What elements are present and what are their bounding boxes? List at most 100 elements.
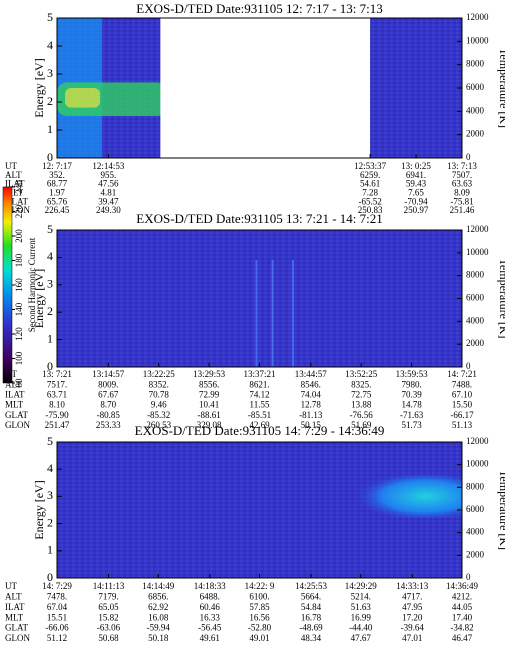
orbit-value: 8.09 <box>454 187 470 197</box>
orbit-value: 47.01 <box>402 633 422 643</box>
y2-tick-label: 4000 <box>466 315 485 325</box>
orbit-value: 5664. <box>301 591 321 601</box>
orbit-value: 63.71 <box>47 389 67 399</box>
orbit-value: -66.17 <box>450 410 474 420</box>
spectrogram-feature <box>291 260 294 367</box>
orbit-value: 955. <box>100 170 116 180</box>
orbit-value: 74.04 <box>301 389 322 399</box>
orbit-value: 68.77 <box>47 179 68 189</box>
orbit-value: 226.45 <box>45 205 70 215</box>
orbit-value: 42.69 <box>249 420 270 430</box>
orbit-value: 13:37:21 <box>243 369 275 379</box>
row-label: GLAT <box>5 410 28 420</box>
row-label: MLT <box>5 612 24 622</box>
orbit-value: 11.55 <box>250 400 270 410</box>
y2-tick-label: 10000 <box>466 459 489 469</box>
y-tick-label: 0 <box>47 150 53 164</box>
data-gap <box>160 17 371 159</box>
orbit-value: -75.81 <box>450 196 473 206</box>
orbit-value: 54.61 <box>360 179 380 189</box>
orbit-value: 250.97 <box>404 205 429 215</box>
orbit-value: 6100. <box>249 591 269 601</box>
orbit-value: -81.13 <box>299 410 323 420</box>
y2-tick-label: 6000 <box>466 504 485 514</box>
y-tick-label: 0 <box>47 359 53 373</box>
orbit-value: 14:36:49 <box>446 581 479 591</box>
y2-tick-label: 4000 <box>466 527 485 537</box>
y-tick-label: 1 <box>47 122 53 136</box>
row-label: ILAT <box>5 602 25 612</box>
orbit-value: 51.73 <box>401 420 422 430</box>
row-label: ALT <box>5 591 22 601</box>
colorbar <box>2 186 13 384</box>
orbit-value: 7507. <box>452 170 472 180</box>
colorbar-tick-label: 80 <box>14 378 24 388</box>
orbit-value: 70.78 <box>149 389 170 399</box>
orbit-value: -65.52 <box>358 196 381 206</box>
orbit-value: -70.94 <box>404 196 428 206</box>
orbit-value: -34.82 <box>450 623 473 633</box>
orbit-value: -88.61 <box>197 410 220 420</box>
orbit-value: 14:25:53 <box>295 581 328 591</box>
y2-tick-label: 8000 <box>466 270 485 280</box>
row-label: UT <box>5 161 17 171</box>
orbit-value: 8325. <box>351 379 371 389</box>
orbit-value: -39.64 <box>401 623 425 633</box>
y2-tick-label: 0 <box>466 361 471 371</box>
panel-title: EXOS-D/TED Date:931105 14: 7:29 - 14:36:… <box>135 423 385 438</box>
orbit-value: 17.40 <box>452 612 473 622</box>
orbit-value: 13: 0:25 <box>401 161 431 171</box>
orbit-value: 12.78 <box>301 400 322 410</box>
panel-title: EXOS-D/TED Date:931105 13: 7:21 - 14: 7:… <box>136 211 383 226</box>
orbit-value: 47.67 <box>351 633 372 643</box>
orbit-value: 74.12 <box>249 389 269 399</box>
row-label: ILAT <box>5 389 25 399</box>
orbit-value: 54.84 <box>301 602 322 612</box>
orbit-value: 65.76 <box>47 196 68 206</box>
orbit-value: 50.15 <box>301 420 322 430</box>
y-axis-label: Energy [eV] <box>32 269 46 328</box>
colorbar-tick-label: 180 <box>14 253 24 267</box>
orbit-value: 14.78 <box>401 400 422 410</box>
spectrogram-feature <box>65 88 100 108</box>
row-label: ALT <box>5 170 22 180</box>
orbit-value: 4.81 <box>100 187 116 197</box>
y2-tick-label: 2000 <box>466 129 485 139</box>
row-label: GLAT <box>5 196 28 206</box>
orbit-value: 46.47 <box>452 633 473 643</box>
orbit-value: -71.63 <box>400 410 424 420</box>
orbit-value: 16.99 <box>351 612 372 622</box>
orbit-value: 13:59:53 <box>396 369 429 379</box>
orbit-value: 249.30 <box>96 205 121 215</box>
orbit-value: -59.94 <box>147 623 171 633</box>
orbit-value: 67.10 <box>452 389 473 399</box>
spectrogram <box>57 230 462 367</box>
orbit-value: 65.05 <box>98 602 119 612</box>
orbit-value: 13.88 <box>351 400 372 410</box>
colorbar-tick-label: 240 <box>14 180 24 194</box>
orbit-value: 15.82 <box>98 612 118 622</box>
row-label: ILAT <box>5 179 25 189</box>
orbit-value: 8556. <box>199 379 219 389</box>
orbit-value: 6259. <box>360 170 380 180</box>
orbit-value: 12:14:53 <box>92 161 125 171</box>
orbit-value: 17.20 <box>402 612 423 622</box>
spectrogram-feature <box>255 260 258 367</box>
orbit-value: 260.53 <box>146 420 171 430</box>
orbit-value: 6941. <box>406 170 426 180</box>
orbit-value: 13:22:25 <box>143 369 176 379</box>
colorbar-tick-label: 100 <box>14 351 24 365</box>
orbit-value: -76.56 <box>350 410 374 420</box>
y-tick-label: 2 <box>47 304 53 318</box>
y-tick-label: 3 <box>47 277 53 291</box>
orbit-value: 67.04 <box>47 602 68 612</box>
orbit-value: 70.39 <box>401 389 422 399</box>
y2-tick-label: 2000 <box>466 549 485 559</box>
orbit-value: 6856. <box>148 591 168 601</box>
orbit-value: 5214. <box>351 591 371 601</box>
y2-tick-label: 8000 <box>466 481 485 491</box>
y2-tick-label: 12000 <box>466 436 489 446</box>
orbit-value: 14:18:33 <box>194 581 227 591</box>
orbit-value: 1.97 <box>49 187 65 197</box>
y2-tick-label: 8000 <box>466 59 485 69</box>
